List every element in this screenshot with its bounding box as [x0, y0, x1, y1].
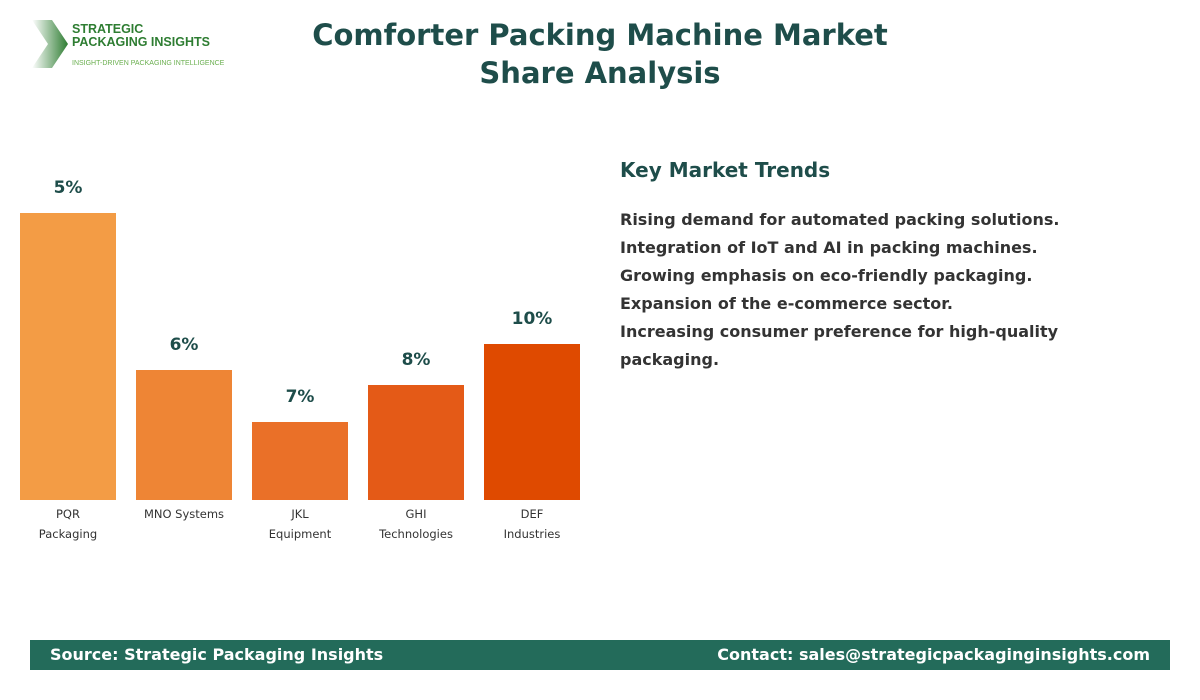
bar: [368, 385, 464, 500]
category-label: Industries: [504, 527, 561, 541]
category-label: MNO Systems: [144, 507, 224, 521]
data-label: 8%: [402, 350, 431, 370]
logo-tagline: INSIGHT-DRIVEN PACKAGING INTELLIGENCE: [72, 60, 225, 67]
key-market-trends: Key Market Trends Rising demand for auto…: [620, 158, 1060, 374]
trends-heading: Key Market Trends: [620, 158, 831, 182]
data-label: 7%: [286, 387, 315, 407]
data-label: 6%: [170, 335, 199, 355]
data-label: 10%: [512, 309, 553, 329]
contact-text: Contact: sales@strategicpackaginginsight…: [717, 645, 1150, 664]
bar: [20, 213, 116, 500]
trend-item: Expansion of the e-commerce sector.: [620, 294, 953, 313]
category-label: Technologies: [378, 527, 453, 541]
logo-name: STRATEGIC PACKAGING INSIGHTS: [72, 22, 210, 49]
source-text: Source: Strategic Packaging Insights: [50, 645, 384, 664]
category-label: PQR: [56, 507, 80, 521]
bar: [252, 422, 348, 500]
trend-item: Integration of IoT and AI in packing mac…: [620, 238, 1038, 257]
trend-item: Growing emphasis on eco-friendly packagi…: [620, 266, 1033, 285]
category-label: Equipment: [269, 527, 332, 541]
category-label: DEF: [521, 507, 544, 521]
bar: [484, 344, 580, 500]
logo: STRATEGIC PACKAGING INSIGHTS INSIGHT-DRIV…: [30, 18, 230, 73]
category-label: GHI: [406, 507, 427, 521]
footer: Source: Strategic Packaging Insights Con…: [30, 640, 1170, 670]
data-label: 5%: [54, 178, 83, 198]
category-label: Packaging: [39, 527, 97, 541]
trend-item: Rising demand for automated packing solu…: [620, 210, 1060, 229]
bar: [136, 370, 232, 500]
chevron-logo-icon: [32, 20, 68, 68]
category-label: JKL: [290, 507, 309, 521]
trend-item: Increasing consumer preference for high-…: [620, 322, 1059, 369]
page-title: Comforter Packing Machine Market Share A…: [312, 18, 888, 90]
bar-chart: 5% PQR Packaging 6% MNO Systems 7% JKL Equipmen…: [20, 178, 580, 541]
